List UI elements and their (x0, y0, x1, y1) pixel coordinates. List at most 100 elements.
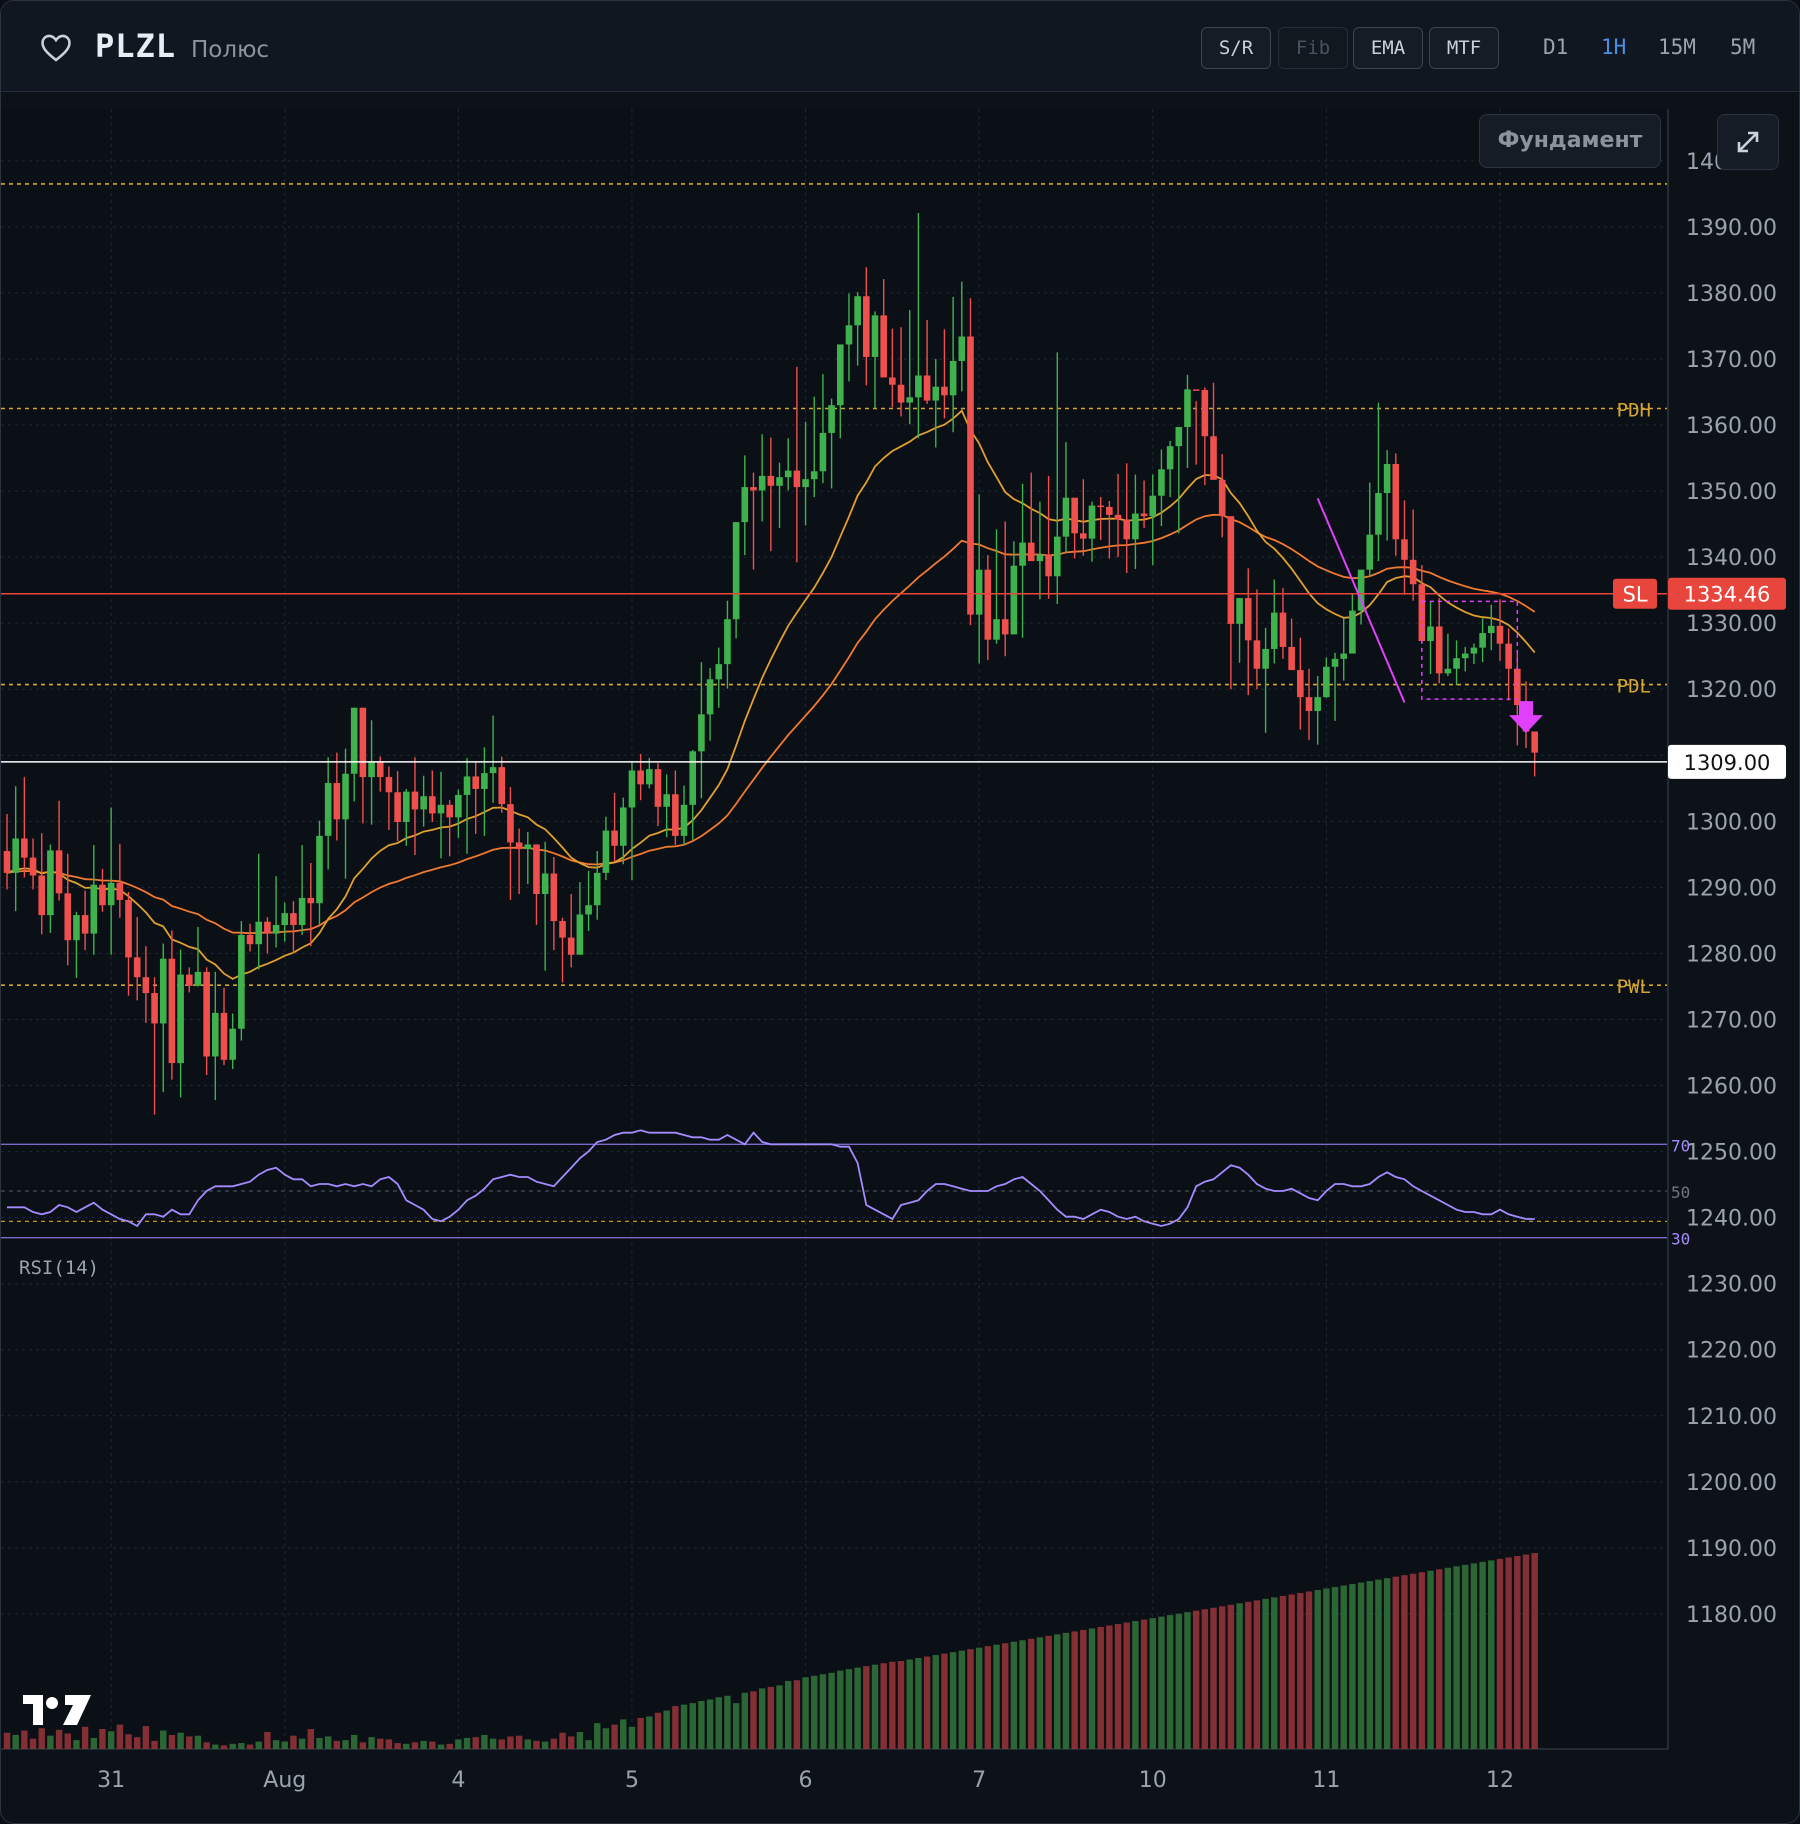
volume-bar (724, 1695, 731, 1749)
candle-body (203, 971, 210, 1057)
y-tick-label: 1260.00 (1686, 1075, 1777, 1100)
candle-body (47, 850, 54, 916)
candle-body (1080, 533, 1087, 539)
candle-body (1331, 658, 1339, 667)
candle-body (1375, 493, 1382, 535)
candle-body (1001, 619, 1009, 635)
volume-bar (107, 1731, 115, 1749)
fundamentals-button[interactable]: Фундамент (1479, 114, 1661, 168)
candle-body (1071, 497, 1078, 534)
rsi-title: RSI(14) (19, 1257, 99, 1279)
volume-bar (706, 1699, 714, 1749)
volume-bar (1479, 1561, 1486, 1749)
volume-bar (1149, 1618, 1156, 1749)
volume-bar (1349, 1584, 1356, 1749)
volume-bar (142, 1726, 150, 1749)
ema-toggle-button[interactable]: EMA (1353, 27, 1423, 69)
y-tick-label: 1200.00 (1686, 1471, 1777, 1496)
volume-bar (628, 1726, 636, 1749)
candle-body (1123, 519, 1131, 540)
candle-body (611, 830, 618, 846)
volume-bar (212, 1744, 219, 1749)
volume-bar (238, 1743, 245, 1749)
volume-bar (1357, 1582, 1365, 1749)
volume-bar (1219, 1606, 1226, 1749)
volume-bar (698, 1700, 705, 1749)
ema-fast-line (6, 409, 1536, 980)
candle-body (1175, 427, 1183, 447)
y-tick-label: 1180.00 (1686, 1603, 1777, 1628)
volume-bar (1462, 1564, 1469, 1749)
candle-body (194, 971, 202, 986)
heart-icon[interactable] (39, 31, 73, 65)
volume-bar (1279, 1595, 1287, 1749)
candle-body (455, 794, 462, 818)
candle-body (1114, 514, 1122, 520)
candle-body (133, 957, 141, 978)
volume-bar (1062, 1632, 1070, 1749)
volume-bar (472, 1737, 479, 1749)
candle-body (1062, 497, 1070, 537)
sr-toggle-button[interactable]: S/R (1201, 27, 1271, 69)
y-tick-label: 1210.00 (1686, 1405, 1777, 1430)
candle-body (385, 777, 393, 793)
volume-bar (863, 1666, 870, 1749)
expand-button[interactable] (1717, 114, 1779, 170)
candle-body (524, 844, 532, 850)
candle-body (368, 761, 375, 778)
volume-bar (915, 1658, 922, 1749)
volume-bar (1184, 1612, 1191, 1749)
volume-bar (949, 1652, 957, 1749)
candle-body (229, 1028, 236, 1060)
timeframe-5m[interactable]: 5M (1730, 35, 1756, 59)
volume-bar (168, 1734, 176, 1749)
timeframe-d1[interactable]: D1 (1543, 35, 1569, 59)
candle-body (185, 974, 193, 986)
timeframe-15m[interactable]: 15M (1658, 35, 1696, 59)
volume-bar (463, 1737, 471, 1749)
volume-bar (64, 1733, 71, 1749)
volume-bar (967, 1649, 974, 1749)
fib-toggle-button[interactable]: Fib (1278, 27, 1348, 69)
volume-bar (732, 1703, 740, 1749)
volume-bar (90, 1737, 97, 1749)
volume-bar (550, 1738, 558, 1749)
candle-body (481, 773, 488, 789)
candle-body (463, 776, 471, 795)
price-chart[interactable]: 1400.001390.001380.001370.001360.001350.… (1, 92, 1799, 1823)
candle-body (142, 977, 150, 994)
volume-bar (1227, 1604, 1235, 1749)
volume-bar (1175, 1613, 1182, 1749)
candle-body (212, 1012, 219, 1057)
candle-body (1392, 463, 1400, 540)
volume-bar (1071, 1631, 1078, 1749)
x-tick-label: 11 (1312, 1768, 1340, 1793)
volume-bar (1427, 1570, 1434, 1749)
candle-body (715, 664, 723, 680)
candle-body (1036, 554, 1044, 562)
mtf-toggle-button[interactable]: MTF (1429, 27, 1499, 69)
volume-bar (837, 1670, 844, 1749)
candle-body (125, 899, 132, 958)
candle-body (836, 344, 844, 406)
company-name: Полюс (191, 37, 270, 63)
volume-bar (73, 1740, 80, 1749)
candle-body (116, 882, 124, 900)
candle-body (272, 925, 280, 934)
candle-body (99, 884, 106, 906)
volume-bar (220, 1745, 228, 1749)
ticker-symbol: PLZL (95, 27, 177, 65)
candle-body (793, 470, 801, 488)
volume-bar (515, 1735, 523, 1749)
candle-body (1531, 731, 1538, 753)
volume-bar (811, 1675, 818, 1749)
candle-body (1279, 612, 1287, 647)
candle-body (741, 487, 749, 523)
volume-bar (654, 1712, 662, 1749)
candle-body (1383, 463, 1391, 494)
y-tick-label: 1250.00 (1686, 1141, 1777, 1166)
timeframe-1h[interactable]: 1H (1601, 35, 1627, 59)
candle-body (1323, 666, 1330, 698)
volume-bar (160, 1730, 167, 1749)
candle-body (1270, 612, 1278, 649)
